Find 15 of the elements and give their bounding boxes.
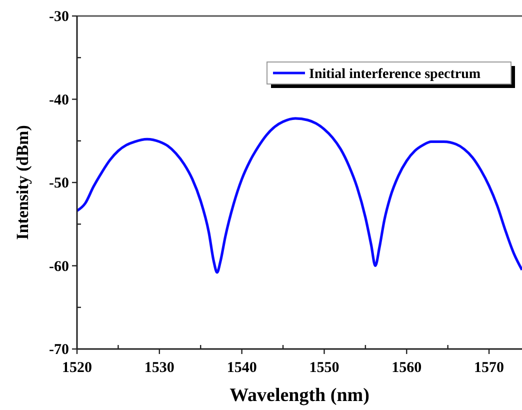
y-axis-title: Intensity (dBm) bbox=[13, 125, 32, 240]
x-axis-title: Wavelength (nm) bbox=[230, 385, 370, 406]
y-tick-label: -70 bbox=[49, 342, 69, 358]
y-tick-label: -30 bbox=[49, 9, 69, 25]
y-tick-label: -60 bbox=[49, 258, 69, 275]
x-tick-label: 1550 bbox=[309, 360, 340, 376]
y-tick-label: -50 bbox=[49, 176, 69, 192]
x-tick-label: 1570 bbox=[474, 360, 504, 376]
y-tick-label: -40 bbox=[49, 92, 69, 108]
legend-label: Initial interference spectrum bbox=[309, 67, 481, 82]
x-tick-label: 1520 bbox=[62, 360, 92, 376]
x-tick-label: 1540 bbox=[226, 360, 257, 376]
x-tick-label: 1530 bbox=[144, 360, 174, 376]
line-series bbox=[77, 117, 522, 274]
x-tick-label: 1560 bbox=[392, 360, 422, 376]
